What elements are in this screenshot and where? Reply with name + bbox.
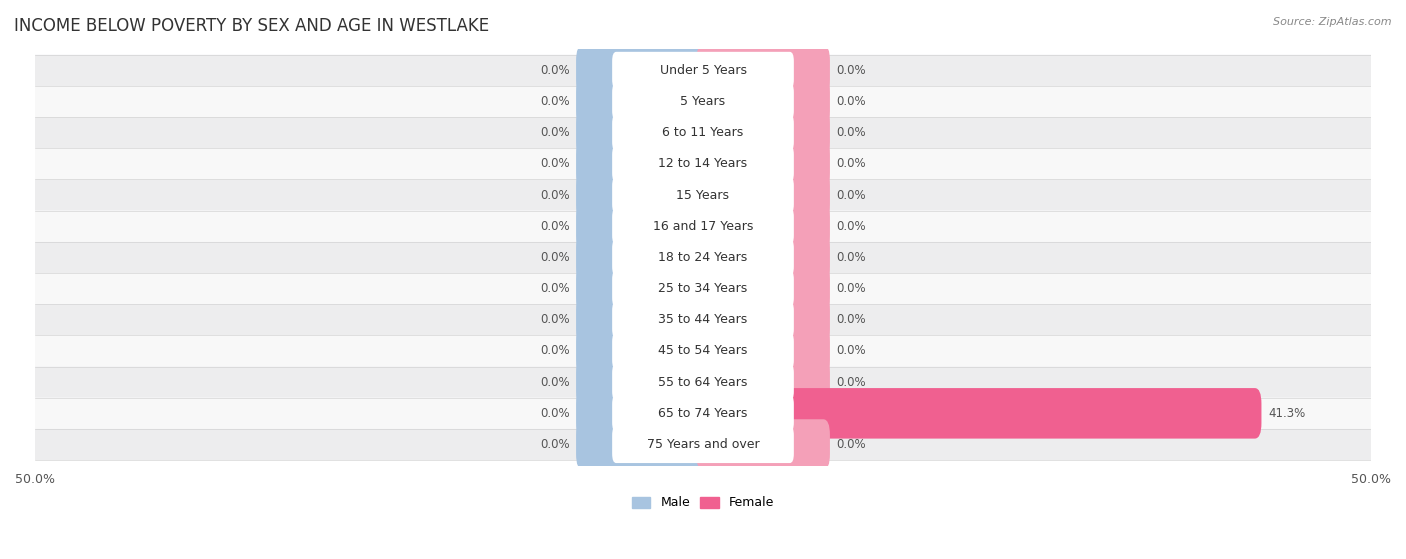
FancyBboxPatch shape (576, 295, 710, 345)
FancyBboxPatch shape (0, 179, 1406, 211)
Text: 5 Years: 5 Years (681, 95, 725, 108)
Text: 41.3%: 41.3% (1268, 407, 1305, 420)
Text: 55 to 64 Years: 55 to 64 Years (658, 376, 748, 389)
FancyBboxPatch shape (0, 367, 1406, 398)
FancyBboxPatch shape (696, 107, 830, 158)
Text: 12 to 14 Years: 12 to 14 Years (658, 158, 748, 170)
FancyBboxPatch shape (0, 429, 1406, 460)
Text: 75 Years and over: 75 Years and over (647, 438, 759, 451)
FancyBboxPatch shape (696, 326, 830, 376)
Text: 0.0%: 0.0% (837, 220, 866, 233)
Text: 0.0%: 0.0% (540, 95, 569, 108)
FancyBboxPatch shape (696, 388, 1261, 439)
Text: 0.0%: 0.0% (837, 64, 866, 77)
FancyBboxPatch shape (612, 208, 794, 245)
FancyBboxPatch shape (612, 52, 794, 89)
FancyBboxPatch shape (612, 301, 794, 338)
Text: 25 to 34 Years: 25 to 34 Years (658, 282, 748, 295)
FancyBboxPatch shape (612, 83, 794, 120)
FancyBboxPatch shape (0, 398, 1406, 429)
FancyBboxPatch shape (0, 273, 1406, 304)
FancyBboxPatch shape (0, 304, 1406, 335)
Text: 0.0%: 0.0% (837, 376, 866, 389)
FancyBboxPatch shape (0, 335, 1406, 367)
FancyBboxPatch shape (576, 76, 710, 127)
Text: 0.0%: 0.0% (540, 438, 569, 451)
FancyBboxPatch shape (612, 239, 794, 276)
Text: 0.0%: 0.0% (540, 251, 569, 264)
FancyBboxPatch shape (696, 139, 830, 189)
Text: Source: ZipAtlas.com: Source: ZipAtlas.com (1274, 17, 1392, 27)
Text: 18 to 24 Years: 18 to 24 Years (658, 251, 748, 264)
FancyBboxPatch shape (576, 388, 710, 439)
Text: 0.0%: 0.0% (540, 344, 569, 357)
Text: 0.0%: 0.0% (837, 251, 866, 264)
FancyBboxPatch shape (576, 419, 710, 470)
Text: 15 Years: 15 Years (676, 188, 730, 202)
FancyBboxPatch shape (612, 270, 794, 307)
FancyBboxPatch shape (0, 117, 1406, 148)
Text: 6 to 11 Years: 6 to 11 Years (662, 126, 744, 139)
FancyBboxPatch shape (696, 419, 830, 470)
FancyBboxPatch shape (576, 139, 710, 189)
FancyBboxPatch shape (576, 326, 710, 376)
Text: 0.0%: 0.0% (837, 344, 866, 357)
FancyBboxPatch shape (0, 148, 1406, 179)
FancyBboxPatch shape (576, 232, 710, 283)
Text: 0.0%: 0.0% (540, 407, 569, 420)
FancyBboxPatch shape (576, 263, 710, 314)
FancyBboxPatch shape (696, 76, 830, 127)
FancyBboxPatch shape (0, 86, 1406, 117)
FancyBboxPatch shape (576, 170, 710, 220)
Text: 0.0%: 0.0% (540, 313, 569, 326)
FancyBboxPatch shape (612, 114, 794, 151)
FancyBboxPatch shape (612, 177, 794, 214)
Text: 0.0%: 0.0% (540, 188, 569, 202)
Text: 0.0%: 0.0% (837, 438, 866, 451)
Text: 0.0%: 0.0% (837, 126, 866, 139)
FancyBboxPatch shape (612, 426, 794, 463)
FancyBboxPatch shape (0, 242, 1406, 273)
Text: 0.0%: 0.0% (540, 376, 569, 389)
FancyBboxPatch shape (0, 211, 1406, 242)
FancyBboxPatch shape (696, 232, 830, 283)
Text: INCOME BELOW POVERTY BY SEX AND AGE IN WESTLAKE: INCOME BELOW POVERTY BY SEX AND AGE IN W… (14, 17, 489, 35)
Text: 0.0%: 0.0% (837, 313, 866, 326)
FancyBboxPatch shape (696, 295, 830, 345)
FancyBboxPatch shape (696, 201, 830, 252)
FancyBboxPatch shape (576, 201, 710, 252)
FancyBboxPatch shape (696, 45, 830, 96)
Text: 0.0%: 0.0% (540, 220, 569, 233)
FancyBboxPatch shape (696, 263, 830, 314)
Text: 16 and 17 Years: 16 and 17 Years (652, 220, 754, 233)
FancyBboxPatch shape (612, 363, 794, 401)
FancyBboxPatch shape (696, 357, 830, 408)
FancyBboxPatch shape (612, 395, 794, 432)
FancyBboxPatch shape (576, 45, 710, 96)
FancyBboxPatch shape (612, 145, 794, 182)
Text: 0.0%: 0.0% (837, 282, 866, 295)
FancyBboxPatch shape (696, 170, 830, 220)
Legend: Male, Female: Male, Female (627, 491, 779, 514)
Text: 0.0%: 0.0% (837, 188, 866, 202)
Text: 0.0%: 0.0% (540, 158, 569, 170)
Text: 0.0%: 0.0% (540, 126, 569, 139)
Text: 65 to 74 Years: 65 to 74 Years (658, 407, 748, 420)
FancyBboxPatch shape (612, 333, 794, 369)
FancyBboxPatch shape (0, 55, 1406, 86)
Text: 0.0%: 0.0% (837, 158, 866, 170)
Text: Under 5 Years: Under 5 Years (659, 64, 747, 77)
FancyBboxPatch shape (576, 357, 710, 408)
Text: 0.0%: 0.0% (540, 64, 569, 77)
Text: 0.0%: 0.0% (540, 282, 569, 295)
Text: 35 to 44 Years: 35 to 44 Years (658, 313, 748, 326)
Text: 0.0%: 0.0% (837, 95, 866, 108)
Text: 45 to 54 Years: 45 to 54 Years (658, 344, 748, 357)
FancyBboxPatch shape (576, 107, 710, 158)
